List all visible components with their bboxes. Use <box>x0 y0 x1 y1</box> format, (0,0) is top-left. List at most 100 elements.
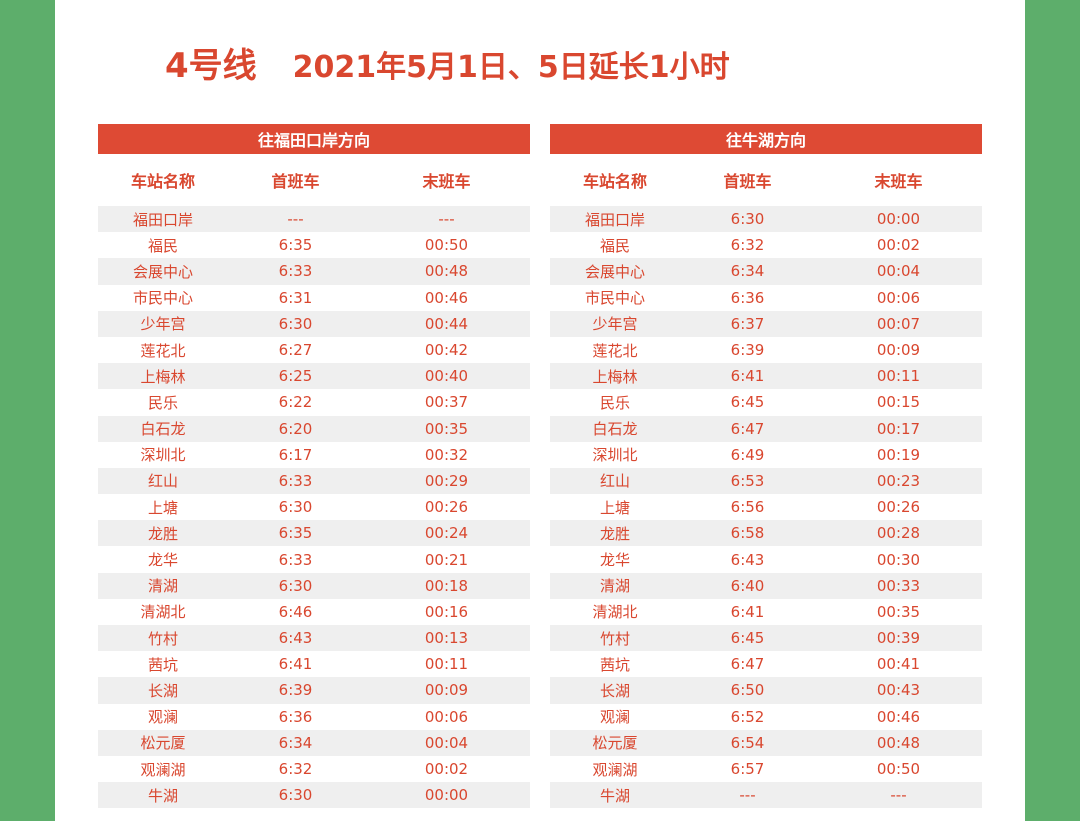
table-row: 莲花北 6:39 00:09 <box>550 337 982 363</box>
last-train-time: 00:09 <box>876 341 921 360</box>
last-train-time: 00:19 <box>876 445 921 464</box>
table-row: 清湖 6:40 00:33 <box>550 572 982 599</box>
station-name: 清湖 <box>147 577 178 596</box>
last-train-time: 00:06 <box>876 288 921 307</box>
last-train-time: 00:37 <box>424 393 469 412</box>
first-train-time: 6:45 <box>730 629 765 648</box>
last-train-time: 00:42 <box>424 341 469 360</box>
last-train-time: 00:43 <box>876 681 921 700</box>
table-row: 少年宫 6:37 00:07 <box>550 310 982 337</box>
table-row: 茜坑 6:47 00:41 <box>550 651 982 677</box>
table-row: 松元厦 6:34 00:04 <box>98 729 530 756</box>
last-train-time: 00:00 <box>876 210 921 229</box>
last-train-time: 00:50 <box>424 236 469 255</box>
table-row: 龙华 6:43 00:30 <box>550 546 982 572</box>
first-train-time: 6:52 <box>730 707 765 726</box>
first-train-time: 6:30 <box>278 498 313 517</box>
table-row: 茜坑 6:41 00:11 <box>98 651 530 677</box>
station-name: 松元厦 <box>592 734 638 753</box>
last-train-time: 00:02 <box>424 760 469 779</box>
last-train-time: 00:11 <box>424 655 469 674</box>
timetable-to-niuhu: 往牛湖方向 车站名称 首班车 末班车 福田口岸 6:30 00:00 福民 6:32 00… <box>550 124 982 809</box>
last-train-time: 00:13 <box>424 629 469 648</box>
last-train-time: 00:30 <box>876 550 921 569</box>
station-name: 松元厦 <box>140 734 186 753</box>
last-train-time: --- <box>890 786 907 805</box>
first-train-time: 6:36 <box>278 707 313 726</box>
last-train-time: 00:35 <box>876 602 921 621</box>
first-train-time: 6:32 <box>278 760 313 779</box>
table-row: 少年宫 6:30 00:44 <box>98 310 530 337</box>
last-train-time: --- <box>438 210 455 229</box>
table-row: 上梅林 6:25 00:40 <box>98 363 530 390</box>
station-name: 竹村 <box>599 629 630 648</box>
table-row: 深圳北 6:49 00:19 <box>550 442 982 468</box>
first-train-time: 6:33 <box>278 471 313 490</box>
first-train-time: 6:43 <box>730 550 765 569</box>
last-train-time: 00:26 <box>424 498 469 517</box>
table-row: 龙胜 6:35 00:24 <box>98 520 530 547</box>
first-train-time: 6:45 <box>730 393 765 412</box>
table-body: 福田口岸 6:30 00:00 福民 6:32 00:02 会展中心 6:34 00:04 市民中… <box>550 206 982 809</box>
last-train-time: 00:48 <box>424 262 469 281</box>
station-name: 会展中心 <box>132 262 193 281</box>
last-train-time: 00:28 <box>876 524 921 543</box>
last-train-time: 00:02 <box>876 236 921 255</box>
station-column-header: 车站名称 <box>130 172 195 191</box>
last-train-time: 00:33 <box>876 576 921 595</box>
first-train-time: 6:41 <box>730 367 765 386</box>
station-name: 少年宫 <box>592 315 638 334</box>
table-row: 观澜湖 6:57 00:50 <box>550 756 982 782</box>
first-train-time: 6:27 <box>278 341 313 360</box>
station-name: 观澜湖 <box>592 760 638 779</box>
table-row: 福田口岸 --- --- <box>98 206 530 233</box>
column-headers: 车站名称 首班车 末班车 <box>98 154 530 206</box>
last-train-time: 00:15 <box>876 393 921 412</box>
table-row: 会展中心 6:33 00:48 <box>98 258 530 285</box>
last-train-time: 00:26 <box>876 498 921 517</box>
station-name: 深圳北 <box>140 446 186 465</box>
station-name: 观澜 <box>147 708 178 727</box>
page-title: 4号线 2021年5月1日、5日延长1小时 <box>165 38 730 88</box>
station-name: 上梅林 <box>140 367 186 386</box>
table-row: 清湖北 6:41 00:35 <box>550 599 982 625</box>
station-name: 龙胜 <box>599 524 630 543</box>
extension-notice: 2021年5月1日、5日延长1小时 <box>292 50 730 85</box>
station-name: 白石龙 <box>592 420 638 439</box>
station-name: 民乐 <box>147 393 178 412</box>
first-train-time: 6:17 <box>278 445 313 464</box>
station-name: 民乐 <box>599 393 630 412</box>
first-train-time: 6:36 <box>730 288 765 307</box>
table-row: 观澜 6:52 00:46 <box>550 704 982 730</box>
first-train-time: 6:30 <box>278 314 313 333</box>
station-name: 红山 <box>147 472 178 491</box>
station-name: 福民 <box>599 236 630 255</box>
last-train-time: 00:39 <box>876 629 921 648</box>
first-train-time: 6:35 <box>278 236 313 255</box>
last-train-time: 00:24 <box>424 524 469 543</box>
last-train-time: 00:06 <box>424 707 469 726</box>
first-train-time: 6:47 <box>730 419 765 438</box>
first-train-time: 6:53 <box>730 471 765 490</box>
station-name: 少年宫 <box>140 315 186 334</box>
first-train-time: 6:20 <box>278 419 313 438</box>
table-row: 竹村 6:45 00:39 <box>550 625 982 652</box>
station-name: 市民中心 <box>584 289 645 308</box>
first-train-time: 6:56 <box>730 498 765 517</box>
last-train-time: 00:11 <box>876 367 921 386</box>
first-train-time: 6:33 <box>278 550 313 569</box>
station-name: 长湖 <box>147 681 178 700</box>
last-train-time: 00:40 <box>424 367 469 386</box>
table-row: 观澜 6:36 00:06 <box>98 704 530 730</box>
table-row: 竹村 6:43 00:13 <box>98 625 530 652</box>
table-row: 龙华 6:33 00:21 <box>98 546 530 572</box>
table-row: 深圳北 6:17 00:32 <box>98 442 530 468</box>
last-train-time: 00:35 <box>424 419 469 438</box>
station-name: 上塘 <box>147 498 178 517</box>
first-train-time: 6:50 <box>730 681 765 700</box>
table-row: 清湖北 6:46 00:16 <box>98 599 530 625</box>
table-row: 白石龙 6:47 00:17 <box>550 415 982 442</box>
first-train-time: 6:37 <box>730 314 765 333</box>
first-train-time: 6:33 <box>278 262 313 281</box>
table-row: 松元厦 6:54 00:48 <box>550 729 982 756</box>
